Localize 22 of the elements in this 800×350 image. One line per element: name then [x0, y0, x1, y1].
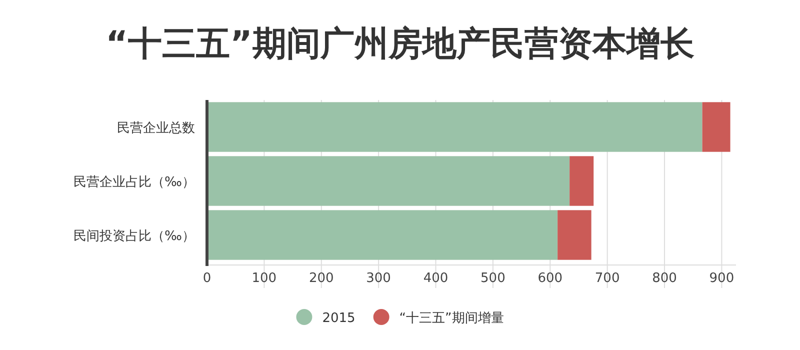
y-tick-label: 民间投资占比（‰） [74, 229, 195, 244]
x-tick-label: 800 [652, 271, 677, 286]
x-tick-label: 0 [202, 271, 212, 286]
chart-title: “十三五”期间广州房地产民营资本增长 [106, 24, 694, 64]
x-tick-label: 500 [480, 271, 506, 286]
x-tick-label: 700 [594, 271, 620, 286]
y-tick-label: 民营企业总数 [117, 121, 195, 136]
x-tick-label: 400 [423, 271, 448, 286]
x-tick-label: 600 [538, 271, 563, 286]
legend-label: “十三五”期间增量 [399, 311, 504, 326]
bar [570, 156, 594, 206]
bar [207, 102, 702, 152]
bar [207, 156, 570, 206]
x-tick-label: 300 [366, 271, 391, 286]
x-tick-label: 100 [252, 271, 277, 286]
bar [558, 210, 592, 260]
y-tick-label: 民营企业占比（‰） [74, 175, 195, 190]
x-tick-label: 200 [308, 271, 334, 286]
legend-label: 2015 [322, 311, 356, 326]
x-tick-label: 900 [709, 271, 734, 286]
bar [702, 102, 730, 152]
bar [207, 210, 558, 260]
